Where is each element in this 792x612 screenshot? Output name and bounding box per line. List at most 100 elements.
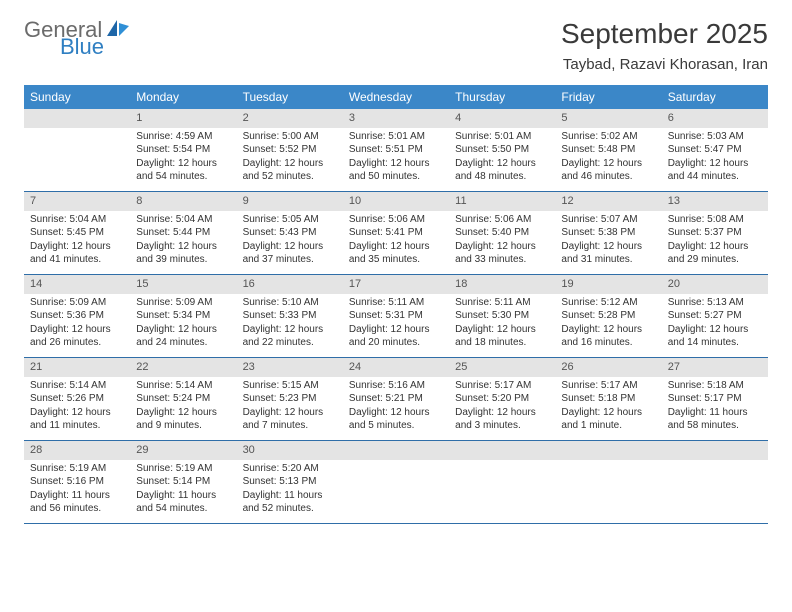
day-cell: 27 Sunrise: 5:18 AMSunset: 5:17 PMDayligh… bbox=[662, 358, 768, 440]
day-cell: 24Sunrise: 5:16 AMSunset: 5:21 PMDayligh… bbox=[343, 358, 449, 440]
day-number: 1 bbox=[130, 109, 236, 128]
daylight-line: Daylight: 12 hours and 26 minutes. bbox=[30, 323, 124, 350]
day-details: Sunrise: 5:01 AMSunset: 5:50 PMDaylight:… bbox=[449, 128, 555, 190]
daylight-line: Daylight: 12 hours and 37 minutes. bbox=[243, 240, 337, 267]
day-number: 18 bbox=[449, 275, 555, 294]
sunset-line: Sunset: 5:47 PM bbox=[668, 143, 762, 157]
logo: General Blue bbox=[24, 18, 130, 58]
day-number: 3 bbox=[343, 109, 449, 128]
sunrise-line: Sunrise: 4:59 AM bbox=[136, 130, 230, 144]
weekday-wed: Wednesday bbox=[343, 85, 449, 109]
weekday-fri: Friday bbox=[555, 85, 661, 109]
day-cell: 11Sunrise: 5:06 AMSunset: 5:40 PMDayligh… bbox=[449, 192, 555, 274]
sunset-line: Sunset: 5:52 PM bbox=[243, 143, 337, 157]
day-cell: 4Sunrise: 5:01 AMSunset: 5:50 PMDaylight… bbox=[449, 109, 555, 191]
day-cell: 26Sunrise: 5:17 AMSunset: 5:18 PMDayligh… bbox=[555, 358, 661, 440]
daylight-line: Daylight: 12 hours and 35 minutes. bbox=[349, 240, 443, 267]
day-cell: 14Sunrise: 5:09 AMSunset: 5:36 PMDayligh… bbox=[24, 275, 130, 357]
weekday-header: Sunday Monday Tuesday Wednesday Thursday… bbox=[24, 85, 768, 109]
day-details: Sunrise: 5:17 AMSunset: 5:18 PMDaylight:… bbox=[555, 377, 661, 439]
daylight-line: Daylight: 12 hours and 1 minute. bbox=[561, 406, 655, 433]
sunset-line: Sunset: 5:43 PM bbox=[243, 226, 337, 240]
day-details: Sunrise: 5:20 AMSunset: 5:13 PMDaylight:… bbox=[237, 460, 343, 522]
daylight-line: Daylight: 12 hours and 22 minutes. bbox=[243, 323, 337, 350]
calendar: Sunday Monday Tuesday Wednesday Thursday… bbox=[24, 85, 768, 524]
sunset-line: Sunset: 5:48 PM bbox=[561, 143, 655, 157]
day-number bbox=[24, 109, 130, 128]
day-cell: 18Sunrise: 5:11 AMSunset: 5:30 PMDayligh… bbox=[449, 275, 555, 357]
sunset-line: Sunset: 5:23 PM bbox=[243, 392, 337, 406]
day-cell: 20Sunrise: 5:13 AMSunset: 5:27 PMDayligh… bbox=[662, 275, 768, 357]
sunset-line: Sunset: 5:41 PM bbox=[349, 226, 443, 240]
day-number: 24 bbox=[343, 358, 449, 377]
day-details: Sunrise: 5:13 AMSunset: 5:27 PMDaylight:… bbox=[662, 294, 768, 356]
day-number: 25 bbox=[449, 358, 555, 377]
daylight-line: Daylight: 12 hours and 33 minutes. bbox=[455, 240, 549, 267]
daylight-line: Daylight: 12 hours and 50 minutes. bbox=[349, 157, 443, 184]
day-cell: 7Sunrise: 5:04 AMSunset: 5:45 PMDaylight… bbox=[24, 192, 130, 274]
day-number: 16 bbox=[237, 275, 343, 294]
day-cell: 12Sunrise: 5:07 AMSunset: 5:38 PMDayligh… bbox=[555, 192, 661, 274]
day-details: Sunrise: 5:09 AMSunset: 5:36 PMDaylight:… bbox=[24, 294, 130, 356]
day-number: 27 bbox=[662, 358, 768, 377]
day-cell: 1Sunrise: 4:59 AMSunset: 5:54 PMDaylight… bbox=[130, 109, 236, 191]
day-number: 12 bbox=[555, 192, 661, 211]
sunrise-line: Sunrise: 5:20 AM bbox=[243, 462, 337, 476]
sunrise-line: Sunrise: 5:19 AM bbox=[30, 462, 124, 476]
day-details: Sunrise: 5:14 AMSunset: 5:24 PMDaylight:… bbox=[130, 377, 236, 439]
sunrise-line: Sunrise: 5:16 AM bbox=[349, 379, 443, 393]
day-number: 30 bbox=[237, 441, 343, 460]
sunrise-line: Sunrise: 5:14 AM bbox=[136, 379, 230, 393]
day-cell: 6Sunrise: 5:03 AMSunset: 5:47 PMDaylight… bbox=[662, 109, 768, 191]
daylight-line: Daylight: 12 hours and 52 minutes. bbox=[243, 157, 337, 184]
daylight-line: Daylight: 11 hours and 56 minutes. bbox=[30, 489, 124, 516]
day-cell: 8Sunrise: 5:04 AMSunset: 5:44 PMDaylight… bbox=[130, 192, 236, 274]
day-details: Sunrise: 5:00 AMSunset: 5:52 PMDaylight:… bbox=[237, 128, 343, 190]
sunset-line: Sunset: 5:24 PM bbox=[136, 392, 230, 406]
day-number bbox=[343, 441, 449, 460]
day-details: Sunrise: 5:06 AMSunset: 5:40 PMDaylight:… bbox=[449, 211, 555, 273]
day-cell: 29Sunrise: 5:19 AMSunset: 5:14 PMDayligh… bbox=[130, 441, 236, 523]
week-row: 14Sunrise: 5:09 AMSunset: 5:36 PMDayligh… bbox=[24, 275, 768, 358]
sunset-line: Sunset: 5:28 PM bbox=[561, 309, 655, 323]
sunset-line: Sunset: 5:45 PM bbox=[30, 226, 124, 240]
day-cell: 21Sunrise: 5:14 AMSunset: 5:26 PMDayligh… bbox=[24, 358, 130, 440]
day-number: 15 bbox=[130, 275, 236, 294]
day-details: Sunrise: 5:12 AMSunset: 5:28 PMDaylight:… bbox=[555, 294, 661, 356]
daylight-line: Daylight: 12 hours and 46 minutes. bbox=[561, 157, 655, 184]
daylight-line: Daylight: 12 hours and 16 minutes. bbox=[561, 323, 655, 350]
sunrise-line: Sunrise: 5:14 AM bbox=[30, 379, 124, 393]
daylight-line: Daylight: 12 hours and 39 minutes. bbox=[136, 240, 230, 267]
day-details: Sunrise: 4:59 AMSunset: 5:54 PMDaylight:… bbox=[130, 128, 236, 190]
day-cell: 19Sunrise: 5:12 AMSunset: 5:28 PMDayligh… bbox=[555, 275, 661, 357]
day-number: 13 bbox=[662, 192, 768, 211]
day-cell bbox=[343, 441, 449, 523]
day-cell: 13Sunrise: 5:08 AMSunset: 5:37 PMDayligh… bbox=[662, 192, 768, 274]
sunset-line: Sunset: 5:17 PM bbox=[668, 392, 762, 406]
sunrise-line: Sunrise: 5:06 AM bbox=[455, 213, 549, 227]
day-details: Sunrise: 5:19 AMSunset: 5:16 PMDaylight:… bbox=[24, 460, 130, 522]
sunset-line: Sunset: 5:18 PM bbox=[561, 392, 655, 406]
daylight-line: Daylight: 12 hours and 14 minutes. bbox=[668, 323, 762, 350]
day-details: Sunrise: 5:19 AMSunset: 5:14 PMDaylight:… bbox=[130, 460, 236, 522]
day-cell: 22Sunrise: 5:14 AMSunset: 5:24 PMDayligh… bbox=[130, 358, 236, 440]
daylight-line: Daylight: 12 hours and 3 minutes. bbox=[455, 406, 549, 433]
sunrise-line: Sunrise: 5:18 AM bbox=[668, 379, 762, 393]
sunrise-line: Sunrise: 5:06 AM bbox=[349, 213, 443, 227]
day-cell: 17Sunrise: 5:11 AMSunset: 5:31 PMDayligh… bbox=[343, 275, 449, 357]
day-number: 6 bbox=[662, 109, 768, 128]
day-cell: 25Sunrise: 5:17 AMSunset: 5:20 PMDayligh… bbox=[449, 358, 555, 440]
day-cell: 5Sunrise: 5:02 AMSunset: 5:48 PMDaylight… bbox=[555, 109, 661, 191]
sunrise-line: Sunrise: 5:03 AM bbox=[668, 130, 762, 144]
daylight-line: Daylight: 11 hours and 58 minutes. bbox=[668, 406, 762, 433]
day-details: Sunrise: 5:06 AMSunset: 5:41 PMDaylight:… bbox=[343, 211, 449, 273]
sunrise-line: Sunrise: 5:17 AM bbox=[561, 379, 655, 393]
sunrise-line: Sunrise: 5:09 AM bbox=[30, 296, 124, 310]
day-number bbox=[662, 441, 768, 460]
sunset-line: Sunset: 5:30 PM bbox=[455, 309, 549, 323]
day-details: Sunrise: 5:11 AMSunset: 5:30 PMDaylight:… bbox=[449, 294, 555, 356]
sunset-line: Sunset: 5:36 PM bbox=[30, 309, 124, 323]
day-number bbox=[449, 441, 555, 460]
day-cell: 9Sunrise: 5:05 AMSunset: 5:43 PMDaylight… bbox=[237, 192, 343, 274]
weekday-sun: Sunday bbox=[24, 85, 130, 109]
